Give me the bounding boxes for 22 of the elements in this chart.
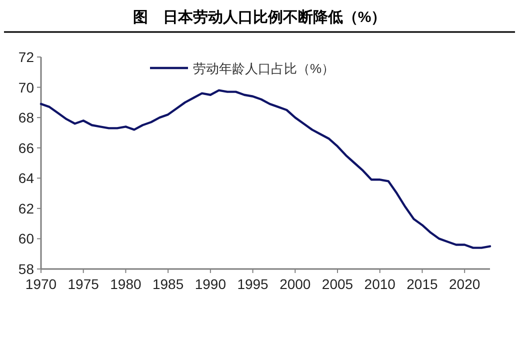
x-tick-label: 1990 [194, 276, 226, 292]
y-tick-label: 58 [18, 261, 34, 277]
y-tick-label: 68 [18, 110, 34, 126]
chart-title: 图 日本劳动人口比例不断降低（%） [132, 9, 386, 26]
x-tick-label: 2020 [449, 276, 480, 292]
y-tick-label: 66 [18, 140, 34, 156]
line-series [40, 89, 492, 249]
y-tick-label: 64 [18, 170, 34, 186]
x-tick-label: 2010 [364, 276, 396, 292]
x-tick-label: 1985 [152, 276, 184, 292]
x-tick-label: 2000 [280, 276, 311, 292]
x-tick-label: 1975 [68, 276, 100, 292]
y-tick-label: 60 [18, 230, 34, 247]
x-tick-label: 1995 [237, 276, 269, 292]
y-tick-label: 62 [18, 200, 34, 216]
x-tick-label: 2015 [406, 276, 438, 292]
x-tick-label: 1980 [110, 276, 142, 292]
y-tick-label: 72 [18, 49, 34, 65]
legend-label: 劳动年龄人口占比（%） [193, 61, 335, 76]
y-tick-label: 70 [18, 79, 34, 96]
x-tick-label: 2005 [322, 276, 354, 292]
x-tick-label: 1970 [25, 276, 57, 292]
